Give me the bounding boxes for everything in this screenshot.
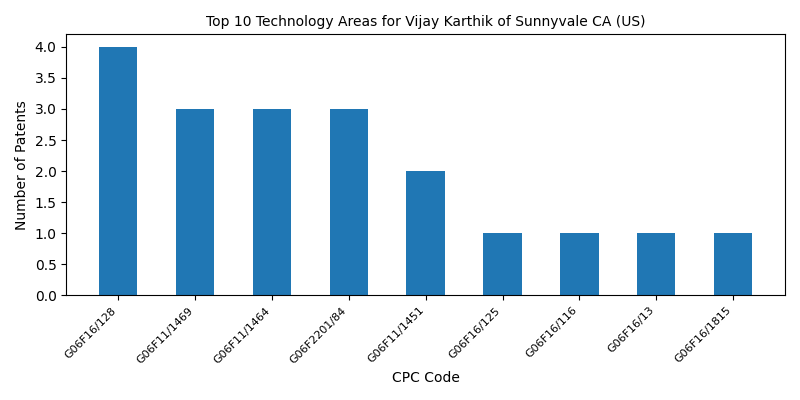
Bar: [406, 171, 445, 296]
Bar: [560, 233, 598, 296]
X-axis label: CPC Code: CPC Code: [392, 371, 459, 385]
Bar: [253, 109, 291, 296]
Bar: [176, 109, 214, 296]
Bar: [330, 109, 368, 296]
Bar: [99, 47, 138, 296]
Title: Top 10 Technology Areas for Vijay Karthik of Sunnyvale CA (US): Top 10 Technology Areas for Vijay Karthi…: [206, 15, 646, 29]
Bar: [637, 233, 675, 296]
Bar: [483, 233, 522, 296]
Bar: [714, 233, 752, 296]
Y-axis label: Number of Patents: Number of Patents: [15, 100, 29, 230]
